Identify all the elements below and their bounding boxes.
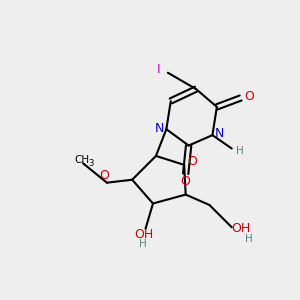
Text: O: O	[180, 175, 190, 188]
Text: N: N	[155, 122, 164, 135]
Text: H: H	[139, 239, 146, 249]
Text: O: O	[99, 169, 109, 182]
Text: OH: OH	[134, 228, 154, 241]
Text: OH: OH	[231, 222, 250, 235]
Text: O: O	[188, 155, 197, 168]
Text: O: O	[244, 90, 254, 103]
Text: 3: 3	[88, 159, 93, 168]
Text: CH: CH	[74, 155, 89, 165]
Text: N: N	[214, 127, 224, 140]
Text: H: H	[245, 234, 253, 244]
Text: H: H	[236, 146, 244, 157]
Text: I: I	[157, 63, 160, 76]
